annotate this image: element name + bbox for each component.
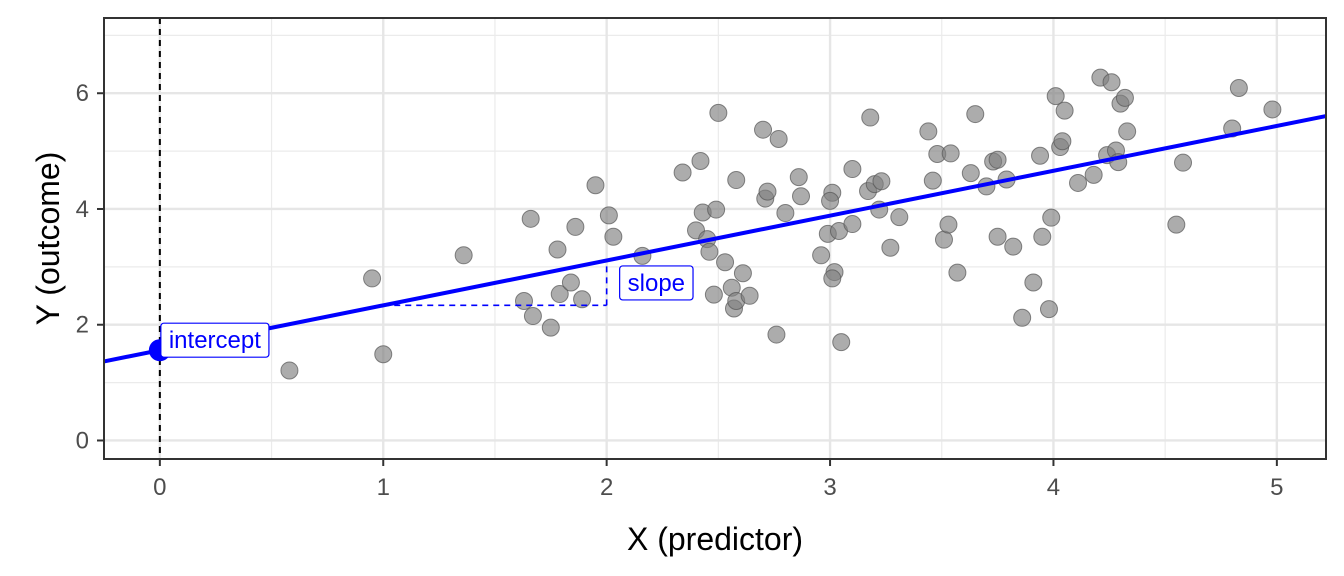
data-point	[988, 150, 1007, 169]
data-point	[1031, 146, 1050, 165]
data-point	[881, 238, 900, 257]
y-tick-label: 4	[76, 196, 89, 223]
data-point	[812, 246, 831, 265]
x-tick-label: 0	[153, 474, 166, 501]
data-point	[758, 182, 777, 201]
data-point	[704, 285, 723, 304]
slope-label: slope	[628, 270, 685, 297]
data-point	[454, 246, 473, 265]
data-point	[1229, 79, 1248, 98]
data-point	[716, 253, 735, 272]
x-tick-label: 3	[823, 474, 836, 501]
panel-border	[103, 17, 1327, 460]
x-axis: 0 1 2 3 4 5	[153, 459, 1284, 501]
regression-line	[103, 114, 1327, 364]
data-point	[1118, 122, 1137, 141]
data-point	[861, 108, 880, 127]
data-point	[733, 264, 752, 283]
intercept-label: intercept	[169, 327, 261, 354]
data-point	[948, 263, 967, 282]
data-point	[740, 286, 759, 305]
data-point	[550, 285, 569, 304]
data-point	[1055, 101, 1074, 120]
data-point	[709, 103, 728, 122]
x-tick-label: 2	[600, 474, 613, 501]
intercept-label-box	[160, 322, 270, 358]
data-point	[604, 227, 623, 246]
data-point	[988, 227, 1007, 246]
data-point	[548, 240, 567, 259]
data-point	[890, 208, 909, 227]
data-point	[700, 242, 719, 261]
data-point	[823, 269, 842, 288]
slope-label-box	[619, 265, 694, 301]
data-point	[843, 160, 862, 179]
data-point	[280, 361, 299, 380]
x-axis-title: X (predictor)	[627, 521, 803, 557]
data-point	[1046, 87, 1065, 106]
data-point	[1174, 153, 1193, 172]
data-point	[934, 230, 953, 249]
x-tick-label: 5	[1270, 474, 1283, 501]
slope-annotation: slope	[619, 265, 694, 301]
data-point	[707, 200, 726, 219]
data-point	[769, 129, 788, 148]
data-point	[561, 273, 580, 292]
x-tick-label: 1	[377, 474, 390, 501]
data-point	[872, 172, 891, 191]
x-tick-label: 4	[1047, 474, 1060, 501]
data-point	[1042, 208, 1061, 227]
data-point	[1024, 273, 1043, 292]
data-point	[1069, 173, 1088, 192]
y-axis-title: Y (outcome)	[30, 152, 66, 326]
data-point	[523, 307, 542, 326]
data-point	[673, 163, 692, 182]
data-point	[832, 333, 851, 352]
data-point	[363, 269, 382, 288]
data-point	[691, 151, 710, 170]
data-point	[754, 120, 773, 139]
data-point	[843, 215, 862, 234]
y-tick-label: 2	[76, 312, 89, 339]
intercept-annotation: intercept	[160, 322, 270, 358]
data-point	[923, 171, 942, 190]
data-point	[1167, 215, 1186, 234]
data-point	[1115, 88, 1134, 107]
data-point	[566, 217, 585, 236]
data-point	[789, 168, 808, 187]
data-point	[1033, 227, 1052, 246]
y-tick-label: 0	[76, 427, 89, 454]
data-point	[792, 187, 811, 206]
data-point	[1039, 300, 1058, 319]
data-point	[599, 206, 618, 225]
data-point	[941, 144, 960, 163]
data-point	[541, 318, 560, 337]
data-point	[821, 191, 840, 210]
data-point	[919, 122, 938, 141]
data-point	[961, 164, 980, 183]
data-point	[1053, 132, 1072, 151]
data-point	[1013, 308, 1032, 327]
data-point	[374, 345, 393, 364]
data-point	[939, 215, 958, 234]
data-points	[280, 68, 1282, 380]
data-point	[776, 204, 795, 223]
data-point	[1263, 100, 1282, 119]
data-point	[966, 105, 985, 124]
data-point	[521, 209, 540, 228]
data-point	[573, 290, 592, 309]
data-point	[1102, 73, 1121, 92]
data-point	[1004, 237, 1023, 256]
data-point	[586, 176, 605, 195]
data-point	[514, 292, 533, 311]
y-tick-label: 6	[76, 80, 89, 107]
data-point	[727, 171, 746, 190]
y-axis: 0 2 4 6	[76, 80, 104, 454]
slope-guide-lines	[383, 260, 608, 307]
data-point	[767, 325, 786, 344]
data-point	[1084, 165, 1103, 184]
